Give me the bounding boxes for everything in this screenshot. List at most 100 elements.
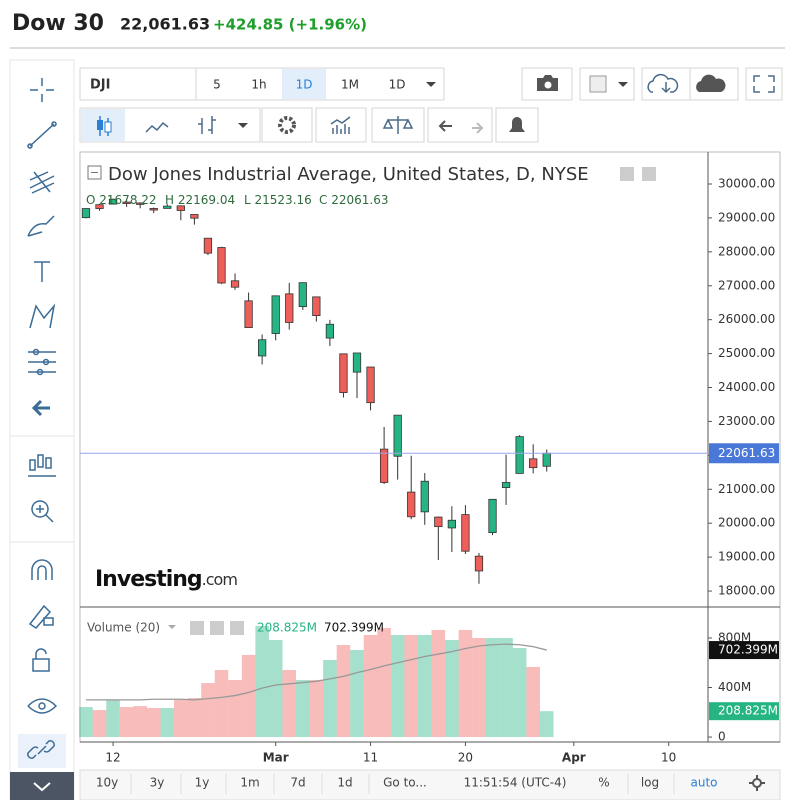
indicators-button[interactable] xyxy=(315,107,367,143)
candle-body xyxy=(434,516,443,528)
ohlc-key: L xyxy=(244,193,251,207)
volume-bar xyxy=(377,627,391,738)
last-price-label: 22061.63 xyxy=(718,446,775,460)
back-tool[interactable] xyxy=(31,399,50,417)
camera-lens xyxy=(544,81,552,89)
volume-tick-label: 400M xyxy=(718,680,751,694)
dropdown-arrow[interactable] xyxy=(426,82,436,87)
bottom-settings-icon[interactable] xyxy=(749,775,765,791)
volume-bar xyxy=(201,683,215,738)
close-small-button[interactable] xyxy=(230,621,244,635)
bottom-button[interactable]: auto xyxy=(690,776,717,790)
interval-button[interactable]: 5 xyxy=(213,78,221,92)
bottom-button[interactable]: log xyxy=(641,776,659,790)
cloud-upload-icon xyxy=(696,74,726,92)
dropdown-arrow xyxy=(618,82,628,87)
ohlc-key: C xyxy=(319,193,327,207)
candle-body xyxy=(325,323,335,339)
ohlc-value: 22061.63 xyxy=(331,193,388,207)
ohlc-legend: L 21523.16 xyxy=(244,193,312,207)
x-tick-label: Mar xyxy=(263,751,289,765)
lock-tool[interactable] xyxy=(32,648,50,672)
bottom-button[interactable]: 7d xyxy=(290,776,305,790)
candle-body xyxy=(298,282,307,308)
left-toolbar xyxy=(9,59,75,800)
candle-body xyxy=(352,352,362,373)
volume-bar xyxy=(146,708,161,738)
bottom-button: 11:51:54 (UTC-4) xyxy=(464,776,567,790)
volume-bar xyxy=(268,639,283,738)
volume-bar xyxy=(512,648,527,738)
dropdown-arrow[interactable] xyxy=(238,123,248,128)
bottom-button[interactable]: 3y xyxy=(150,776,165,790)
candle-icon-body xyxy=(104,121,112,133)
text-tool[interactable] xyxy=(34,261,50,282)
volume-bar xyxy=(106,700,120,738)
volume-bar xyxy=(187,698,202,738)
indicator-tool[interactable] xyxy=(28,454,56,477)
collapse-button[interactable] xyxy=(10,772,74,800)
x-tick-label: 10 xyxy=(661,751,676,765)
candle-body xyxy=(366,366,375,404)
settings-button[interactable] xyxy=(261,107,313,143)
visibility-tool[interactable] xyxy=(27,698,58,714)
fib-tool[interactable] xyxy=(29,171,55,194)
logo-main: Investing xyxy=(95,567,202,592)
volume-bar xyxy=(309,679,324,738)
x-tick-label: 20 xyxy=(458,751,473,765)
ohlc-legend: C 22061.63 xyxy=(319,193,388,207)
candle-body xyxy=(420,480,429,513)
interval-button[interactable]: 1D xyxy=(389,78,406,92)
link-tool[interactable] xyxy=(27,740,55,759)
lock-drawing-tool[interactable] xyxy=(28,604,54,629)
y-tick-label: 28000.00 xyxy=(718,244,775,258)
undo-button[interactable] xyxy=(438,120,452,132)
candle-body xyxy=(190,214,199,219)
area-icon[interactable] xyxy=(145,121,169,133)
pattern-tool[interactable] xyxy=(29,303,56,329)
candle-body xyxy=(258,339,267,357)
settings-small-button[interactable] xyxy=(642,167,656,181)
y-tick-label: 27000.00 xyxy=(718,278,775,292)
eye-button[interactable] xyxy=(620,167,634,181)
magnet-tool[interactable] xyxy=(31,559,53,580)
interval-button[interactable]: 1M xyxy=(341,78,359,92)
interval-button[interactable]: 1h xyxy=(251,78,266,92)
volume-bar xyxy=(119,707,134,738)
bottom-button[interactable]: 1d xyxy=(337,776,352,790)
ma-tag xyxy=(709,641,779,660)
candle-body xyxy=(488,498,497,534)
candle-body xyxy=(136,202,145,205)
eye-button[interactable] xyxy=(190,621,204,635)
interval-button[interactable]: 1D xyxy=(296,78,313,92)
volume-bar xyxy=(458,629,473,738)
bottom-settings-ring xyxy=(752,778,762,788)
candle-icon-body xyxy=(97,120,103,130)
ohlc-legend: H 22169.04 xyxy=(165,193,235,207)
volume-legend-value: 208.825M xyxy=(257,621,317,635)
bottom-button[interactable]: % xyxy=(598,776,609,790)
bottom-button[interactable]: 1m xyxy=(240,776,259,790)
candle-body xyxy=(163,205,172,209)
bars-icon[interactable] xyxy=(198,116,216,134)
zoom-tool[interactable] xyxy=(31,500,54,523)
volume-bar xyxy=(296,679,310,738)
bottom-button[interactable]: 1y xyxy=(195,776,210,790)
fullscreen-button[interactable] xyxy=(745,67,783,101)
line-tool[interactable] xyxy=(27,121,57,149)
bottom-button[interactable]: Go to... xyxy=(383,776,427,790)
collapse-box[interactable] xyxy=(87,165,102,180)
dropdown-arrow[interactable] xyxy=(168,625,176,629)
redo-button[interactable] xyxy=(472,122,484,134)
prediction-tool[interactable] xyxy=(28,348,56,376)
candle-body xyxy=(244,300,253,329)
candle-body xyxy=(339,353,348,393)
brush-tool[interactable] xyxy=(27,215,55,237)
bottom-button[interactable]: 10y xyxy=(96,776,118,790)
volume-bar xyxy=(526,666,540,738)
candle-body xyxy=(447,519,456,529)
crosshair-tool[interactable] xyxy=(30,78,54,102)
settings-small-button[interactable] xyxy=(210,621,224,635)
compare-icon xyxy=(382,116,414,134)
volume-bar xyxy=(282,670,297,738)
